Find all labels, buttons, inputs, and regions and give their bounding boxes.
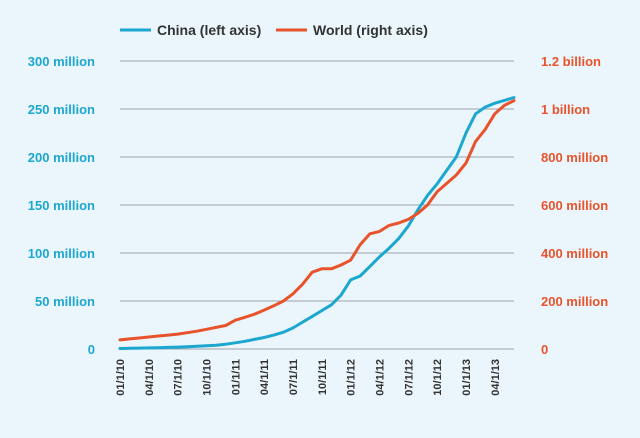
x-axis-tick-label: 07/1/10 — [173, 359, 185, 396]
x-axis-tick-label: 04/1/13 — [490, 359, 502, 396]
series-layer — [118, 96, 516, 350]
right-axis-labels: 0 200 million 400 million 600 million 800 mi… — [541, 54, 608, 357]
left-axis-labels: 0 50 million 100 million 150 million 200 mil… — [28, 54, 95, 357]
right-axis-tick-label: 600 million — [541, 198, 608, 213]
x-axis-tick-label: 01/1/11 — [230, 359, 242, 395]
x-axis-tick-label: 01/1/10 — [115, 359, 127, 396]
left-axis-tick-label: 300 million — [28, 54, 95, 69]
legend-label-china: China (left axis) — [157, 22, 261, 38]
x-axis-labels: 01/1/10 04/1/10 07/1/10 10/1/10 01/1/11 04/1/… — [115, 359, 502, 396]
x-axis-tick-label: 07/1/11 — [288, 359, 300, 395]
left-axis-tick-label: 100 million — [28, 246, 95, 261]
legend: China (left axis) World (right axis) — [120, 22, 428, 38]
x-axis-tick-label: 01/1/13 — [461, 359, 473, 396]
right-axis-tick-label: 200 million — [541, 294, 608, 309]
x-axis-tick-label: 10/1/10 — [201, 359, 213, 396]
gridlines — [120, 60, 514, 350]
left-axis-tick-label: 250 million — [28, 102, 95, 117]
x-axis-tick-label: 01/1/12 — [346, 359, 358, 396]
series-line-world — [118, 99, 516, 342]
x-axis-tick-label: 04/1/12 — [374, 359, 386, 396]
x-axis-tick-label: 04/1/10 — [144, 359, 156, 396]
left-axis-tick-label: 200 million — [28, 150, 95, 165]
left-axis-tick-label: 0 — [88, 342, 95, 357]
x-axis-tick-label: 10/1/12 — [432, 359, 444, 396]
right-axis-tick-label: 800 million — [541, 150, 608, 165]
x-axis-tick-label: 10/1/11 — [317, 359, 329, 395]
left-axis-tick-label: 50 million — [35, 294, 95, 309]
x-axis-tick-label: 04/1/11 — [259, 359, 271, 395]
x-axis-tick-label: 07/1/12 — [403, 359, 415, 396]
right-axis-tick-label: 400 million — [541, 246, 608, 261]
right-axis-tick-label: 0 — [541, 342, 548, 357]
right-axis-tick-label: 1 billion — [541, 102, 590, 117]
series-line-china — [118, 96, 516, 350]
right-axis-tick-label: 1.2 billion — [541, 54, 601, 69]
legend-label-world: World (right axis) — [313, 22, 428, 38]
left-axis-tick-label: 150 million — [28, 198, 95, 213]
